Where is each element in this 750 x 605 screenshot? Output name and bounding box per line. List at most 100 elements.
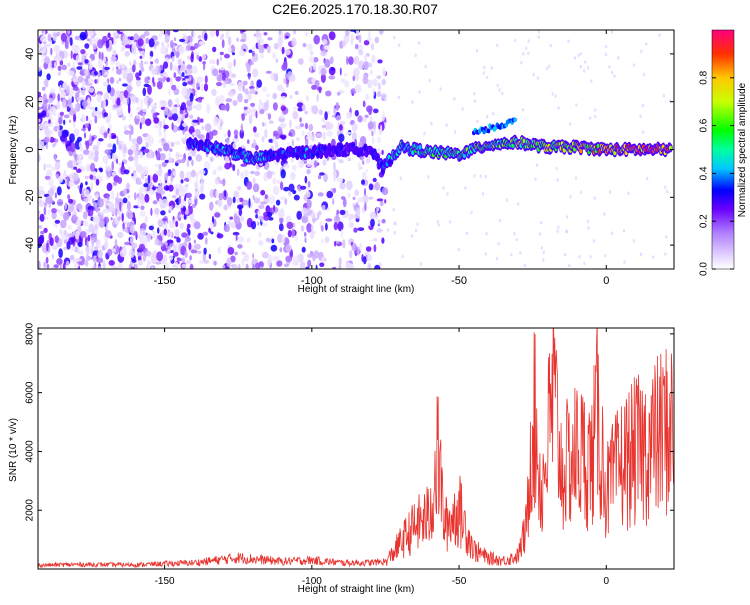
noise-blob (143, 83, 150, 88)
noise-blob (613, 74, 616, 78)
noise-blob (319, 262, 325, 268)
noise-blob (299, 123, 305, 128)
noise-blob (301, 215, 309, 224)
noise-blob (324, 121, 332, 131)
noise-blob (384, 199, 387, 204)
noise-blob (81, 128, 87, 132)
noise-blob (555, 166, 558, 171)
noise-blob (219, 118, 223, 124)
noise-blob (219, 51, 224, 56)
noise-blob (136, 106, 143, 112)
noise-blob (346, 111, 353, 119)
noise-blob (167, 109, 170, 114)
noise-blob (186, 192, 193, 199)
noise-blob (307, 259, 312, 268)
noise-blob (142, 253, 147, 262)
noise-blob (309, 230, 315, 240)
noise-blob (97, 249, 103, 259)
noise-blob (63, 119, 66, 125)
noise-blob (102, 198, 109, 202)
noise-blob (92, 198, 95, 204)
noise-blob (297, 159, 305, 169)
noise-blob (363, 54, 368, 63)
noise-blob (145, 37, 150, 44)
noise-blob (81, 80, 86, 90)
noise-blob (578, 254, 581, 259)
noise-blob (498, 88, 501, 92)
noise-blob (84, 43, 90, 49)
noise-blob (568, 122, 572, 126)
noise-blob (370, 218, 375, 227)
noise-blob (49, 237, 54, 247)
noise-blob (309, 65, 312, 73)
noise-blob (256, 79, 263, 88)
noise-blob (136, 97, 139, 105)
noise-blob (300, 225, 305, 232)
noise-blob (43, 43, 47, 54)
noise-blob (336, 209, 340, 215)
noise-blob (610, 231, 614, 235)
noise-blob (357, 60, 365, 70)
noise-blob (73, 166, 77, 170)
noise-blob (535, 163, 539, 167)
noise-blob (362, 100, 366, 108)
noise-blob (519, 251, 522, 255)
noise-blob (485, 231, 488, 236)
noise-blob (320, 225, 324, 232)
noise-blob (288, 132, 293, 137)
noise-blob (192, 132, 197, 136)
noise-blob (175, 188, 180, 196)
noise-blob (56, 258, 63, 265)
noise-blob (71, 214, 77, 224)
noise-blob (106, 165, 111, 172)
noise-blob (38, 139, 43, 149)
noise-blob (240, 172, 244, 179)
noise-blob (589, 116, 592, 120)
noise-blob (212, 116, 220, 127)
noise-blob (490, 66, 493, 70)
noise-blob (83, 132, 87, 139)
noise-blob (197, 250, 202, 255)
noise-blob (309, 56, 315, 64)
noise-blob (85, 115, 89, 121)
snr-plot-area (38, 328, 674, 569)
noise-blob (159, 30, 163, 36)
noise-blob (167, 157, 174, 164)
noise-blob (297, 107, 304, 112)
noise-blob (228, 69, 233, 77)
noise-blob (279, 181, 284, 191)
noise-blob (249, 88, 256, 95)
noise-blob (103, 112, 108, 117)
noise-blob (174, 140, 181, 146)
noise-blob (314, 217, 318, 222)
noise-blob (117, 177, 122, 184)
noise-blob (243, 106, 248, 110)
noise-blob (381, 93, 387, 99)
noise-blob (237, 81, 243, 92)
noise-blob (252, 177, 256, 184)
noise-blob (604, 253, 607, 258)
noise-blob (255, 110, 258, 119)
noise-blob (204, 75, 208, 84)
noise-blob (267, 258, 271, 266)
noise-blob (225, 138, 230, 145)
noise-blob (150, 61, 154, 65)
noise-blob (632, 238, 636, 243)
noise-blob (150, 235, 153, 240)
noise-blob (340, 78, 346, 84)
noise-blob (623, 260, 626, 264)
noise-blob (151, 266, 154, 269)
noise-blob (188, 242, 192, 251)
noise-blob (608, 65, 611, 69)
noise-blob (346, 180, 353, 191)
noise-blob (248, 49, 253, 53)
noise-blob (238, 207, 243, 217)
noise-blob (668, 99, 672, 103)
noise-blob (197, 86, 200, 90)
noise-blob (345, 30, 350, 37)
noise-blob (281, 46, 285, 55)
y-tick-label: 20 (24, 96, 36, 108)
noise-blob (179, 214, 185, 218)
noise-blob (284, 73, 288, 78)
noise-blob (156, 80, 163, 90)
